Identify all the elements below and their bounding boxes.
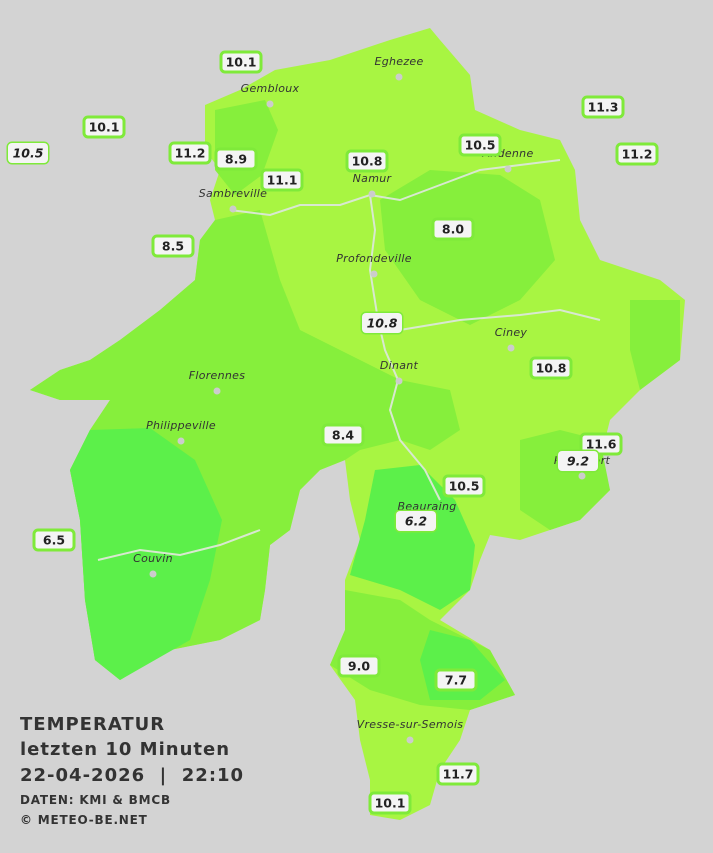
city-dot <box>507 344 515 352</box>
city-label: Dinant <box>380 359 419 372</box>
station-value: 10.8 <box>352 154 383 169</box>
rivers <box>97 159 601 561</box>
station-box <box>431 217 475 241</box>
city-dot <box>266 100 274 108</box>
city-dot <box>229 205 237 213</box>
station-value: 11.1 <box>267 173 298 188</box>
station-box <box>442 474 486 498</box>
city-dot <box>395 73 403 81</box>
station-box-fill <box>8 143 48 163</box>
city-label: Eghezee <box>374 55 423 68</box>
city-label: Couvin <box>133 552 173 565</box>
station-box <box>581 95 625 119</box>
subtitle: letzten 10 Minuten <box>20 739 230 760</box>
station-value: 11.3 <box>588 100 619 115</box>
station-box <box>436 762 480 786</box>
city-label: Namur <box>353 172 393 185</box>
station-box <box>32 528 76 552</box>
city-label: Sambreville <box>199 187 267 200</box>
station-value: 8.4 <box>332 428 354 443</box>
station-value: 11.2 <box>175 146 206 161</box>
city-dot <box>368 190 376 198</box>
station-box <box>151 234 195 258</box>
city-dot <box>149 570 157 578</box>
title: TEMPERATUR <box>20 714 165 735</box>
city-dot <box>504 165 512 173</box>
station-box <box>458 133 502 157</box>
station-box <box>321 423 365 447</box>
city-label: Vresse-sur-Semois <box>357 718 464 731</box>
station-box <box>368 791 412 815</box>
city-dot <box>395 377 403 385</box>
station-value: 6.5 <box>43 533 65 548</box>
station-value: 11.7 <box>443 767 474 782</box>
station-value: 10.8 <box>367 316 398 331</box>
city-dot <box>406 736 414 744</box>
city-dot <box>213 387 221 395</box>
station-box <box>260 168 304 192</box>
station-box <box>82 115 126 139</box>
datetime: 22-04-2026 | 22:10 <box>20 765 244 786</box>
city-dot <box>370 270 378 278</box>
station-value: 10.5 <box>449 479 480 494</box>
station-box <box>214 147 258 171</box>
city-label: Philippeville <box>146 419 216 432</box>
stations: 10.1 10.1 10.5 11.2 8.9 11.1 10.8 10.5 11.3 11.2 8… <box>6 50 659 815</box>
legend-title: TEMPERATUR letzten 10 Minuten 22-04-2026… <box>20 714 244 827</box>
station-value: 8.5 <box>162 239 184 254</box>
station-value: 8.9 <box>225 152 247 167</box>
station-value: 10.1 <box>375 796 406 811</box>
station-box <box>345 149 389 173</box>
source: DATEN: KMI & BMCB <box>20 793 171 807</box>
station-value: 10.1 <box>89 120 120 135</box>
city-dot <box>578 472 586 480</box>
station-value: 10.5 <box>465 138 496 153</box>
station-value: 10.1 <box>226 55 257 70</box>
station-value: 9.0 <box>348 659 370 674</box>
station-value: 10.5 <box>13 146 44 161</box>
station-box <box>579 432 623 456</box>
station-value: 6.2 <box>405 514 427 529</box>
station-box <box>615 142 659 166</box>
copyright: © METEO-BE.NET <box>20 813 148 827</box>
station-value: 11.2 <box>622 147 653 162</box>
station-box <box>529 356 573 380</box>
station-value: 10.8 <box>536 361 567 376</box>
station-box-fill <box>558 451 598 471</box>
station-value: 8.0 <box>442 222 464 237</box>
city-label: Florennes <box>189 369 246 382</box>
station-box-fill <box>396 511 436 531</box>
station-box <box>168 141 212 165</box>
station-box <box>219 50 263 74</box>
station-value: 7.7 <box>445 673 467 688</box>
station-value: 11.6 <box>586 437 617 452</box>
station-box <box>337 654 381 678</box>
city-label: Gembloux <box>241 82 300 95</box>
station-value: 9.2 <box>567 454 589 469</box>
city-label: Profondeville <box>336 252 412 265</box>
station-box <box>434 668 478 692</box>
station-box-fill <box>362 313 402 333</box>
city-label: Ciney <box>495 326 528 339</box>
city-dot <box>177 437 185 445</box>
